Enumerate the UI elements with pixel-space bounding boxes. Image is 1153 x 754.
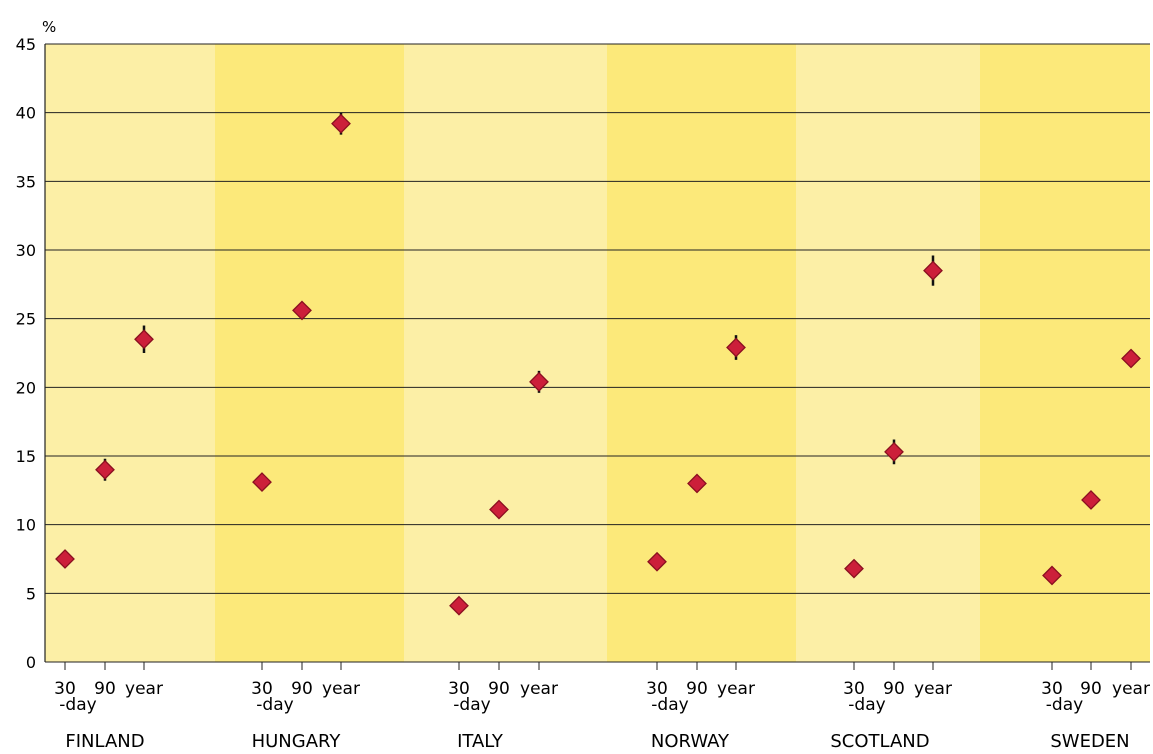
x-tick-label: year (125, 679, 163, 699)
data-point (726, 337, 746, 358)
x-tick-sublabel: -day (651, 695, 688, 715)
data-point (292, 300, 312, 321)
x-tick-label: year (717, 679, 755, 699)
x-tick-sublabel: -day (256, 695, 293, 715)
data-point (489, 499, 509, 520)
x-tick-label: 30 (1041, 679, 1063, 699)
country-band (607, 44, 796, 662)
x-tick-label: 90 (1080, 679, 1102, 699)
x-tick-label: 30 (646, 679, 668, 699)
country-label: ITALY (457, 731, 504, 752)
y-tick-label: 5 (26, 584, 36, 603)
x-tick-label: 30 (54, 679, 76, 699)
country-band (215, 44, 404, 662)
x-tick-label: 30 (843, 679, 865, 699)
data-point (331, 113, 351, 134)
country-band (404, 44, 607, 662)
y-tick-label: 25 (16, 310, 36, 329)
data-point (844, 558, 864, 579)
data-point (55, 549, 75, 569)
x-tick-sublabel: -day (848, 695, 885, 715)
data-point (647, 551, 667, 572)
x-tick-label: year (1112, 679, 1150, 699)
x-tick-sublabel: -day (1046, 695, 1083, 715)
country-label: FINLAND (65, 731, 144, 752)
country-label: SWEDEN (1050, 731, 1129, 752)
y-tick-label: 30 (16, 241, 36, 260)
data-point (134, 329, 154, 350)
x-tick-label: year (322, 679, 360, 699)
x-tick-label: 30 (251, 679, 273, 699)
country-band (45, 44, 215, 662)
data-point (884, 441, 904, 462)
x-tick-sublabel: -day (59, 695, 96, 715)
data-point (923, 260, 943, 281)
x-tick-label: 90 (488, 679, 510, 699)
y-tick-label: 20 (16, 378, 36, 397)
data-point (1042, 565, 1062, 586)
x-tick-sublabel: -day (453, 695, 490, 715)
x-tick-label: 90 (883, 679, 905, 699)
x-tick-label: year (520, 679, 558, 699)
x-tick-label: 90 (686, 679, 708, 699)
country-band (796, 44, 980, 662)
y-tick-label: 40 (16, 104, 36, 123)
y-tick-label: 0 (26, 653, 36, 672)
data-point (1121, 348, 1141, 369)
data-point (95, 459, 115, 480)
country-label: HUNGARY (252, 731, 342, 752)
country-band (980, 44, 1150, 662)
data-point (687, 473, 707, 494)
data-point (252, 472, 272, 493)
y-tick-label: 35 (16, 172, 36, 191)
y-unit-label: % (42, 18, 56, 36)
x-tick-label: year (914, 679, 952, 699)
x-tick-label: 90 (291, 679, 313, 699)
y-tick-label: 10 (16, 516, 36, 535)
data-point (1081, 490, 1101, 510)
data-point (449, 595, 469, 616)
country-label: NORWAY (651, 731, 730, 752)
y-tick-label: 45 (16, 35, 36, 54)
country-label: SCOTLAND (830, 731, 929, 752)
y-tick-label: 15 (16, 447, 36, 466)
x-tick-label: 30 (448, 679, 470, 699)
data-point (529, 371, 549, 392)
x-tick-label: 90 (94, 679, 116, 699)
